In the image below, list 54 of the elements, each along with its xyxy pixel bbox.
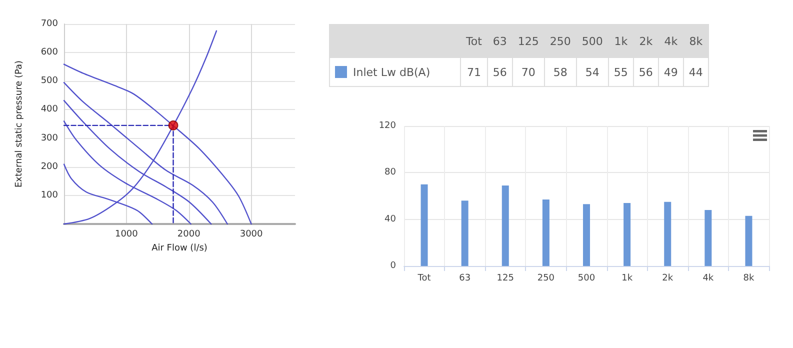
x-tick-label: 63	[459, 274, 471, 284]
category-label: Tot	[460, 24, 488, 58]
data-label: 56	[487, 58, 512, 86]
bar	[502, 186, 509, 266]
bar	[420, 184, 428, 266]
x-tick-label: 8k	[743, 274, 755, 284]
bar	[583, 204, 590, 266]
y-tick-label: 80	[384, 168, 396, 178]
y-tick-label: 500	[40, 76, 58, 86]
bar	[461, 200, 468, 266]
y-tick-label: 600	[40, 48, 58, 58]
data-label: 55	[608, 58, 634, 86]
data-label: 44	[683, 58, 708, 86]
x-tick-label: Tot	[416, 274, 432, 284]
category-label: 63	[487, 24, 512, 58]
category-label: 2k	[633, 24, 658, 58]
bar	[624, 203, 631, 266]
category-label: 4k	[658, 24, 684, 58]
y-tick-label: 700	[40, 19, 58, 29]
category-label: 8k	[683, 24, 708, 58]
y-axis-title: External static pressure (Pa)	[14, 60, 24, 188]
category-label: 1k	[608, 24, 634, 58]
y-tick-label: 300	[40, 133, 58, 144]
bar	[542, 200, 550, 266]
data-label: 49	[658, 58, 684, 86]
x-tick-label: 3000	[240, 230, 264, 240]
x-tick-label: 250	[537, 274, 555, 284]
data-label: 71	[460, 58, 488, 86]
legend-label: Inlet Lw dB(A)	[330, 58, 460, 86]
data-label: 56	[633, 58, 658, 86]
x-tick-label: 1000	[114, 230, 138, 240]
x-axis-title: Air Flow (l/s)	[152, 244, 208, 254]
y-tick-label: 120	[378, 121, 396, 131]
bar	[664, 202, 672, 266]
x-tick-label: 500	[578, 274, 596, 284]
x-tick-label: 2k	[662, 274, 674, 284]
bar	[704, 210, 712, 266]
x-tick-label: 4k	[702, 274, 714, 284]
data-label: 58	[544, 58, 576, 86]
y-tick-label: 100	[40, 190, 58, 200]
x-tick-label: 2000	[177, 230, 201, 240]
bar	[745, 216, 752, 266]
x-tick-label: 125	[496, 274, 514, 284]
category-label: 500	[576, 24, 608, 58]
data-label: 70	[512, 58, 544, 86]
category-label: 125	[512, 24, 544, 58]
y-tick-label: 0	[390, 261, 396, 271]
y-tick-label: 200	[40, 162, 58, 172]
y-tick-label: 400	[40, 104, 58, 115]
y-tick-label: 40	[384, 214, 396, 224]
line-series	[63, 64, 252, 225]
x-tick-label: 1k	[622, 274, 634, 284]
data-label: 54	[576, 58, 608, 86]
category-label: 250	[544, 24, 576, 58]
